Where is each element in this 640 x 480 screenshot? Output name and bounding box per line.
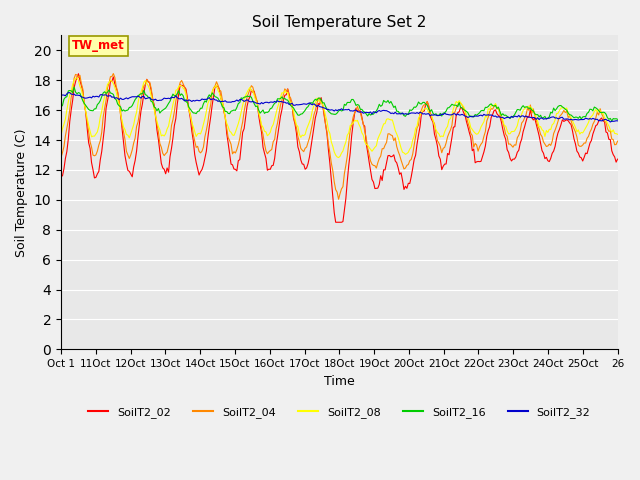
SoilT2_02 xyxy=(614,156,621,162)
SoilT2_08 xyxy=(457,100,465,106)
SoilT2_16 xyxy=(95,100,102,106)
SoilT2_04 xyxy=(93,148,101,154)
SoilT2_02 xyxy=(75,71,83,77)
Y-axis label: Soil Temperature (C): Soil Temperature (C) xyxy=(15,128,28,257)
SoilT2_16 xyxy=(538,115,546,121)
SoilT2_08 xyxy=(346,123,354,129)
SoilT2_04 xyxy=(335,196,342,202)
SoilT2_04 xyxy=(346,127,354,133)
SoilT2_08 xyxy=(614,132,621,137)
SoilT2_32 xyxy=(614,118,621,124)
SoilT2_02 xyxy=(95,168,102,174)
SoilT2_02 xyxy=(540,150,547,156)
SoilT2_32 xyxy=(345,107,353,112)
SoilT2_02 xyxy=(77,83,85,88)
SoilT2_32 xyxy=(607,119,614,125)
SoilT2_32 xyxy=(65,90,72,96)
Legend: SoilT2_02, SoilT2_04, SoilT2_08, SoilT2_16, SoilT2_32: SoilT2_02, SoilT2_04, SoilT2_08, SoilT2_… xyxy=(84,403,595,422)
SoilT2_02 xyxy=(346,150,354,156)
SoilT2_04 xyxy=(540,139,547,145)
SoilT2_04 xyxy=(614,138,621,144)
SoilT2_16 xyxy=(345,99,353,105)
SoilT2_16 xyxy=(77,94,85,100)
SoilT2_08 xyxy=(540,128,547,133)
SoilT2_08 xyxy=(73,75,81,81)
SoilT2_02 xyxy=(57,173,65,179)
SoilT2_02 xyxy=(332,219,339,225)
SoilT2_08 xyxy=(77,87,85,93)
SoilT2_16 xyxy=(455,100,463,106)
SoilT2_16 xyxy=(608,118,616,124)
Line: SoilT2_04: SoilT2_04 xyxy=(61,73,618,199)
SoilT2_32 xyxy=(57,92,65,98)
SoilT2_08 xyxy=(95,123,102,129)
SoilT2_32 xyxy=(538,115,546,121)
Line: SoilT2_08: SoilT2_08 xyxy=(61,78,618,157)
Line: SoilT2_32: SoilT2_32 xyxy=(61,93,618,122)
SoilT2_04 xyxy=(76,72,84,78)
SoilT2_04 xyxy=(612,142,620,147)
SoilT2_02 xyxy=(457,104,465,110)
SoilT2_32 xyxy=(77,94,85,100)
SoilT2_32 xyxy=(95,94,102,100)
SoilT2_08 xyxy=(335,155,342,160)
SoilT2_02 xyxy=(612,159,620,165)
SoilT2_16 xyxy=(612,116,620,121)
Text: TW_met: TW_met xyxy=(72,39,125,52)
SoilT2_32 xyxy=(612,118,620,124)
X-axis label: Time: Time xyxy=(324,374,355,388)
SoilT2_04 xyxy=(109,71,117,76)
Line: SoilT2_02: SoilT2_02 xyxy=(61,74,618,222)
SoilT2_32 xyxy=(455,112,463,118)
SoilT2_16 xyxy=(57,104,65,110)
SoilT2_08 xyxy=(57,132,65,138)
SoilT2_04 xyxy=(57,155,65,160)
Line: SoilT2_16: SoilT2_16 xyxy=(61,87,618,121)
SoilT2_16 xyxy=(70,84,78,90)
SoilT2_16 xyxy=(614,117,621,122)
SoilT2_04 xyxy=(457,100,465,106)
SoilT2_08 xyxy=(612,131,620,136)
Title: Soil Temperature Set 2: Soil Temperature Set 2 xyxy=(252,15,426,30)
